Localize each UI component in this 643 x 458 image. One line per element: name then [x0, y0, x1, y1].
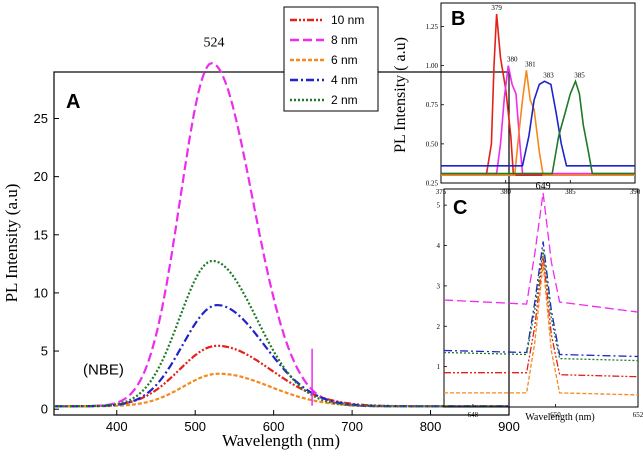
annotation-peak-524: 524 [204, 35, 225, 50]
legend-entry: 8 nm [331, 33, 358, 47]
panel-c-peak-label: 649 [536, 181, 551, 192]
c-ytick-label: 5 [437, 202, 441, 210]
b-peak-label: 381 [525, 60, 536, 68]
series-c-10-nm [444, 255, 639, 378]
b-xtick-label: 380 [500, 188, 511, 196]
panel-b-frame [440, 2, 636, 184]
c-ytick-label: 3 [437, 282, 441, 290]
a-ytick-label: 0 [41, 402, 48, 417]
a-xtick-label: 700 [341, 419, 363, 434]
series-a-8-nm [54, 62, 509, 408]
a-ytick-label: 10 [34, 285, 48, 300]
panel-c-label: C [453, 197, 467, 219]
legend-entry: 4 nm [331, 73, 358, 87]
panel-c-xlabel: Wavelength (nm) [525, 412, 594, 423]
b-peak-label: 379 [491, 4, 502, 12]
b-ytick-label: 0.75 [426, 101, 439, 109]
panel-a-ylabel: PL Intensity (a.u) [2, 184, 21, 303]
a-xtick-label: 400 [106, 419, 128, 434]
annotation-nbe: (NBE) [83, 361, 124, 378]
panel-b-ylabel: PL Intensity ( a.u) [392, 37, 409, 153]
b-ytick-label: 0.25 [426, 180, 439, 188]
series-b-6-nm [441, 70, 635, 176]
a-ytick-label: 25 [34, 111, 48, 126]
c-xtick-label: 648 [468, 411, 479, 419]
c-ytick-label: 4 [437, 242, 441, 250]
a-xtick-label: 800 [420, 419, 442, 434]
series-c-8-nm [443, 192, 639, 313]
panel-c-frame [443, 188, 639, 408]
series-b-2-nm [441, 78, 635, 175]
series-b-4-nm [441, 80, 635, 167]
b-ytick-label: 0.50 [426, 140, 439, 148]
a-xtick-label: 600 [263, 419, 285, 434]
legend-entry: 10 nm [331, 13, 364, 27]
b-peak-label: 380 [507, 56, 518, 64]
legend-entry: 2 nm [331, 93, 358, 107]
b-peak-label: 385 [574, 71, 585, 79]
panel-a-label: A [66, 91, 80, 113]
c-ytick-label: 2 [437, 323, 441, 331]
panel-c-chart: 648 650 652 1 2 3 4 5 C Wavelength (nm) 649 [437, 181, 643, 423]
c-ytick-label: 1 [437, 363, 441, 371]
series-c-6-nm [444, 263, 639, 396]
b-ytick-label: 1.00 [426, 62, 439, 70]
legend-entry: 6 nm [331, 53, 358, 67]
b-xtick-label: 375 [436, 188, 447, 196]
a-xtick-label: 500 [184, 419, 206, 434]
legend: 10 nm 8 nm 6 nm 4 nm 2 nm [283, 6, 379, 112]
b-ytick-label: 1.25 [426, 23, 439, 31]
a-xtick-label: 900 [498, 419, 520, 434]
series-c-2-nm [443, 249, 639, 362]
a-ytick-label: 5 [41, 344, 48, 359]
b-xtick-label: 385 [565, 188, 576, 196]
panel-b-label: B [451, 8, 465, 30]
b-peak-label: 383 [543, 71, 554, 79]
a-ytick-label: 20 [34, 169, 48, 184]
panel-a-xlabel: Wavelength (nm) [222, 431, 340, 450]
panel-a-frame [53, 71, 510, 416]
series-a-2-nm [54, 259, 509, 408]
a-ytick-label: 15 [34, 227, 48, 242]
series-b-8-nm [441, 65, 635, 175]
b-xtick-label: 390 [630, 188, 641, 196]
c-xtick-label: 652 [633, 411, 643, 419]
panel-b-chart: 375 380 385 390 0.25 0.50 0.75 1.00 1.25 B PL In… [392, 2, 641, 196]
c-xtick-label: 650 [550, 411, 561, 419]
